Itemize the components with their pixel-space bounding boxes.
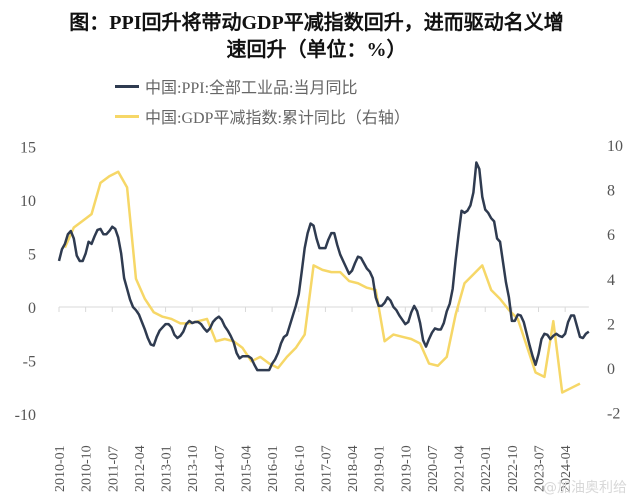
series-line-gdp-deflator bbox=[63, 170, 581, 394]
x-axis-tick-label: 2022-01 bbox=[479, 445, 494, 492]
right-axis-tick-label: 10 bbox=[607, 138, 623, 155]
left-axis-tick-label: -10 bbox=[15, 407, 36, 424]
series-line-ppi bbox=[57, 161, 590, 372]
watermark: @加油奥利给 bbox=[543, 480, 627, 496]
legend-item-ppi: 中国:PPI:全部工业品:当月同比 bbox=[115, 74, 357, 98]
left-axis-tick-label: 0 bbox=[28, 300, 36, 317]
legend-label-gdp-deflator: 中国:GDP平减指数:累计同比（右轴） bbox=[145, 110, 410, 127]
x-axis-tick-label: 2013-10 bbox=[186, 445, 201, 492]
right-axis-tick-label: -2 bbox=[607, 406, 620, 423]
x-axis-tick-label: 2019-01 bbox=[373, 445, 388, 492]
x-axis-tick-label: 2024-04 bbox=[559, 445, 574, 492]
x-axis-tick-label: 2022-10 bbox=[506, 445, 521, 492]
x-axis-tick-label: 2014-07 bbox=[213, 445, 228, 492]
x-axis-tick-label: 2012-04 bbox=[133, 445, 148, 492]
right-axis-tick-label: 0 bbox=[607, 361, 615, 378]
left-axis-tick-label: 15 bbox=[20, 140, 36, 157]
left-axis-tick-label: 10 bbox=[20, 193, 36, 210]
x-axis-tick-label: 2020-07 bbox=[426, 445, 441, 492]
left-axis-tick-label: 5 bbox=[28, 247, 36, 264]
right-axis-tick-label: 6 bbox=[607, 227, 615, 244]
x-axis-tick-label: 2017-07 bbox=[319, 445, 334, 492]
legend-swatch-ppi bbox=[115, 84, 139, 88]
legend-swatch-gdp-deflator bbox=[115, 114, 139, 118]
x-axis-tick-label: 2021-04 bbox=[453, 445, 468, 492]
legend-label-ppi: 中国:PPI:全部工业品:当月同比 bbox=[145, 80, 358, 97]
legend-item-gdp-deflator: 中国:GDP平减指数:累计同比（右轴） bbox=[115, 104, 410, 128]
x-axis-tick-label: 2016-01 bbox=[266, 445, 281, 492]
chart-title-line-1: 图：PPI回升将带动GDP平减指数回升，进而驱动名义增 bbox=[69, 12, 564, 34]
x-axis-tick-label: 2010-10 bbox=[80, 445, 95, 492]
left-axis-tick-label: -5 bbox=[23, 354, 36, 371]
x-axis-tick-label: 2011-07 bbox=[106, 446, 121, 492]
x-axis-tick-label: 2015-04 bbox=[239, 445, 254, 492]
right-axis-tick-label: 2 bbox=[607, 316, 615, 333]
x-axis-tick-label: 2016-10 bbox=[293, 445, 308, 492]
x-axis-tick-label: 2013-01 bbox=[160, 445, 175, 492]
chart-title-line-2: 速回升（单位：%） bbox=[226, 39, 407, 61]
x-axis-tick-label: 2018-04 bbox=[346, 445, 361, 492]
x-axis-tick-label: 2023-07 bbox=[533, 445, 548, 492]
right-axis-tick-label: 8 bbox=[607, 183, 615, 200]
right-axis-tick-label: 4 bbox=[607, 272, 615, 289]
x-axis-tick-label: 2019-10 bbox=[399, 445, 414, 492]
x-axis-tick-label: 2010-01 bbox=[53, 445, 68, 492]
